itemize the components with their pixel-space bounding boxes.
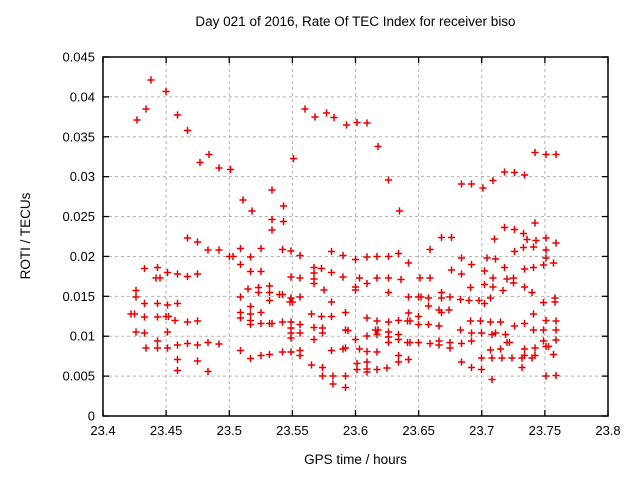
x-tick-label: 23.7 (469, 423, 494, 438)
y-tick-label: 0.03 (70, 169, 95, 184)
y-tick-label: 0.015 (62, 289, 95, 304)
y-tick-label: 0.01 (70, 329, 95, 344)
plot-frame (102, 56, 609, 417)
y-tick-label: 0.04 (70, 89, 95, 104)
x-tick-label: 23.8 (595, 423, 620, 438)
y-tick-label: 0.045 (62, 50, 95, 65)
x-tick-label: 23.5 (217, 423, 242, 438)
x-axis-label: GPS time / hours (304, 452, 407, 467)
x-tick-label: 23.75 (529, 423, 562, 438)
scatter-points (127, 76, 560, 392)
chart-title: Day 021 of 2016, Rate Of TEC Index for r… (195, 14, 516, 29)
x-tick-label: 23.4 (90, 423, 115, 438)
x-tick-label: 23.55 (276, 423, 309, 438)
y-tick-label: 0.025 (62, 209, 95, 224)
x-tick-label: 23.45 (150, 423, 183, 438)
y-tick-label: 0 (88, 409, 95, 424)
y-tick-label: 0.005 (62, 369, 95, 384)
y-tick-label: 0.035 (62, 129, 95, 144)
x-tick-label: 23.6 (343, 423, 368, 438)
x-tick-label: 23.65 (402, 423, 435, 438)
y-tick-label: 0.02 (70, 249, 95, 264)
